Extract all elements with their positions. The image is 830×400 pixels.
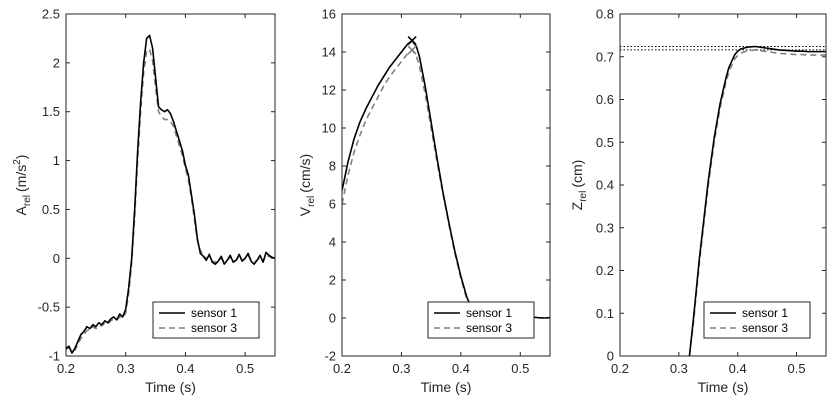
y-tick-label: 8 — [329, 159, 336, 174]
y-axis-label-superscript: 2 — [12, 159, 23, 165]
y-tick-label: 12 — [322, 83, 336, 98]
y-axis-label-unit: (cm/s) — [297, 154, 313, 193]
y-tick-label: 6 — [329, 197, 336, 212]
x-tick-label: 0.5 — [511, 361, 529, 376]
x-axis-label: Time (s) — [145, 379, 196, 395]
series-line-sensor-1 — [342, 39, 550, 322]
x-tick-label: 0.5 — [236, 361, 254, 376]
y-tick-label: 0.2 — [596, 263, 614, 278]
y-tick-label: -2 — [324, 349, 336, 364]
y-axis-label-symbol: V — [297, 206, 313, 216]
x-tick-label: 0.2 — [611, 361, 629, 376]
y-tick-label: 16 — [322, 7, 336, 22]
y-tick-label: 0.6 — [596, 92, 614, 107]
y-tick-label: 0.1 — [596, 306, 614, 321]
series-line-sensor-1 — [66, 34, 275, 354]
y-axis-label-unit: (cm) — [569, 160, 585, 188]
plot-frame — [341, 13, 551, 357]
y-tick-label: 0 — [53, 251, 60, 266]
y-tick-label: 2 — [329, 273, 336, 288]
y-axis-label-symbol: Z — [569, 201, 585, 210]
y-tick-label: -1 — [48, 349, 60, 364]
y-axis-label-unit-close: ) — [13, 155, 29, 160]
legend-box — [703, 301, 811, 339]
legend-box — [427, 301, 535, 339]
y-tick-label: -0.5 — [38, 300, 60, 315]
y-tick-label: 1.5 — [42, 104, 60, 119]
x-tick-label: 0.4 — [176, 361, 194, 376]
y-tick-label: 0.3 — [596, 220, 614, 235]
y-tick-label: 0 — [607, 349, 614, 364]
y-tick-label: 0.5 — [42, 202, 60, 217]
x-tick-label: 0.3 — [670, 361, 688, 376]
y-tick-label: 0.8 — [596, 7, 614, 22]
plot-frame — [619, 13, 827, 357]
x-axis-label: Time (s) — [421, 379, 472, 395]
chart-panel-velocity: 0.2 0.3 0.4 0.5 -2 0 2 4 6 8 10 12 14 16 Time (s) Vrel (… — [297, 7, 551, 395]
x-tick-label: 0.4 — [452, 361, 470, 376]
legend-entry: sensor 1 — [466, 306, 512, 320]
series-line-sensor-3 — [688, 49, 826, 356]
x-tick-label: 0.2 — [333, 361, 351, 376]
legend-entry: sensor 1 — [742, 306, 788, 320]
y-axis-label: Vrel (cm/s) — [297, 154, 317, 216]
legend-entry: sensor 3 — [466, 321, 512, 335]
series-line-sensor-3 — [66, 48, 275, 352]
x-tick-label: 0.3 — [117, 361, 135, 376]
y-axis-label-subscript: rel — [22, 195, 33, 206]
series-line-sensor-1 — [688, 45, 826, 356]
y-axis-label-subscript: rel — [306, 196, 317, 207]
y-axis-label-subscript: rel — [578, 191, 589, 202]
y-tick-label: 14 — [322, 45, 336, 60]
y-axis-label: Zrel (cm) — [569, 160, 589, 211]
y-tick-label: 10 — [322, 121, 336, 136]
legend-entry: sensor 3 — [191, 321, 237, 335]
y-tick-label: 4 — [329, 235, 336, 250]
legend-entry: sensor 1 — [191, 306, 237, 320]
y-tick-label: 0.5 — [596, 135, 614, 150]
x-axis-label: Time (s) — [698, 379, 749, 395]
y-tick-label: 2 — [53, 55, 60, 70]
chart-panel-acceleration: 0.2 0.3 0.4 0.5 -1 -0.5 0 0.5 1 1.5 2 2.5 Time (s) Ar… — [12, 7, 276, 395]
x-tick-label: 0.2 — [57, 361, 75, 376]
peak-marker-sensor-3 — [407, 45, 417, 55]
x-tick-label: 0.4 — [729, 361, 747, 376]
peak-marker-sensor-1 — [407, 36, 417, 46]
series-line-sensor-3 — [342, 49, 550, 322]
y-tick-label: 1 — [53, 153, 60, 168]
y-tick-label: 2.5 — [42, 7, 60, 22]
legend-entry: sensor 3 — [742, 321, 788, 335]
plot-frame — [65, 13, 276, 357]
legend-box — [152, 301, 260, 339]
y-tick-label: 0 — [329, 311, 336, 326]
y-axis-label: Arel (m/s2) — [12, 155, 33, 216]
chart-panel-displacement: 0.2 0.3 0.4 0.5 0 0.1 0.2 0.3 0.4 0.5 0.6 0.7 0.8 Tim… — [569, 7, 827, 395]
x-tick-label: 0.5 — [788, 361, 806, 376]
y-axis-label-unit: (m/s — [13, 165, 29, 192]
y-tick-label: 0.4 — [596, 178, 614, 193]
y-tick-label: 0.7 — [596, 49, 614, 64]
y-axis-label-symbol: A — [13, 205, 29, 215]
x-tick-label: 0.3 — [392, 361, 410, 376]
